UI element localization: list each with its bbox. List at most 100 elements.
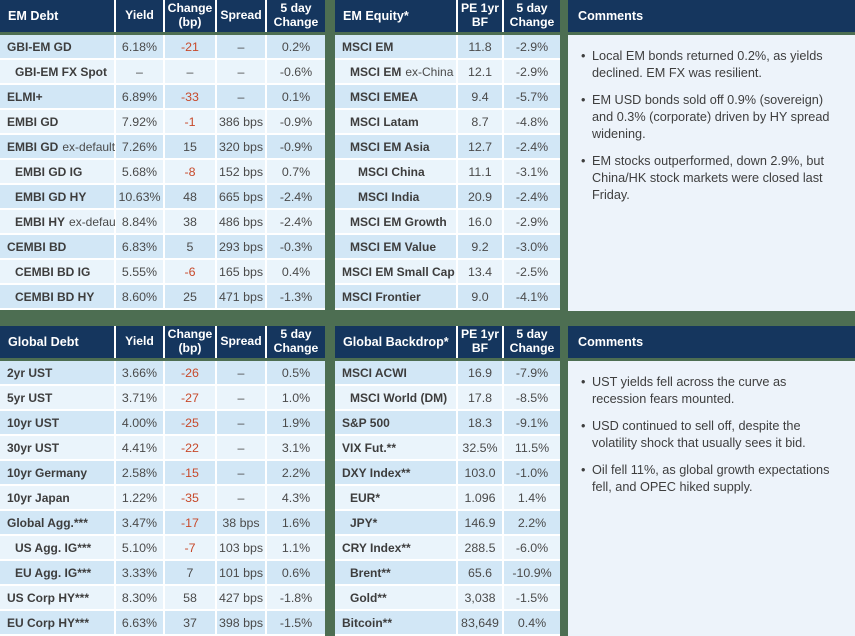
table-row: Global Agg.*** 3.47% -17 38 bps 1.6% [0, 511, 325, 536]
column-header: Spread [217, 0, 267, 32]
cell-value: 1.1% [267, 536, 325, 561]
row-label: MSCI Latam [335, 110, 458, 135]
cell-value: 1.096 [458, 486, 504, 511]
cell-value: – [217, 436, 267, 461]
cell-value: 152 bps [217, 160, 267, 185]
table-row: CRY Index** 288.5 -6.0% [335, 536, 560, 561]
cell-value: 25 [165, 285, 217, 310]
row-label: Bitcoin** [335, 611, 458, 636]
cell-value: 1.4% [504, 486, 560, 511]
cell-value: 6.18% [116, 35, 165, 60]
em-equity-table-header: EM Equity* PE 1yr BF 5 day Change [335, 0, 560, 32]
table-row: CEMBI BD HY 8.60% 25 471 bps -1.3% [0, 285, 325, 310]
row-label: 10yr UST [0, 411, 116, 436]
cell-value: -17 [165, 511, 217, 536]
cell-value: 17.8 [458, 386, 504, 411]
table-row: S&P 500 18.3 -9.1% [335, 411, 560, 436]
column-header: Yield [116, 326, 165, 358]
row-label: CEMBI BD HY [0, 285, 116, 310]
table-title: EM Debt [0, 0, 116, 32]
row-label: GBI-EM FX Spot [0, 60, 116, 85]
cell-value: -2.9% [504, 35, 560, 60]
row-label: MSCI EM [335, 35, 458, 60]
cell-value: 9.4 [458, 85, 504, 110]
cell-value: 20.9 [458, 185, 504, 210]
cell-value: -3.0% [504, 235, 560, 260]
comment-bullet: • UST yields fell across the curve as rec… [579, 374, 843, 408]
row-label: EMBI HY ex-default [0, 210, 122, 235]
cell-value: 4.00% [116, 411, 165, 436]
table-row: EMBI GD HY 10.63% 48 665 bps -2.4% [0, 185, 325, 210]
table-row: MSCI India 20.9 -2.4% [335, 185, 560, 210]
table-row: MSCI Latam 8.7 -4.8% [335, 110, 560, 135]
comment-bullet: • Oil fell 11%, as global growth expectat… [579, 462, 843, 496]
row-label: EMBI GD [0, 110, 116, 135]
cell-value: -1.5% [504, 586, 560, 611]
table-row: MSCI World (DM) 17.8 -8.5% [335, 386, 560, 411]
row-label: Global Agg.*** [0, 511, 116, 536]
cell-value: 1.22% [116, 486, 165, 511]
cell-value: 0.7% [267, 160, 325, 185]
table-row: Bitcoin** 83,649 0.4% [335, 611, 560, 636]
comment-text: Local EM bonds returned 0.2%, as yields … [592, 49, 823, 81]
cell-value: 8.84% [116, 210, 165, 235]
em-equity-table-panel: EM Equity* PE 1yr BF 5 day Change MSCI EM… [335, 0, 560, 311]
cell-value: 5.10% [116, 536, 165, 561]
cell-value: 3.1% [267, 436, 325, 461]
cell-value: – [116, 60, 165, 85]
row-label: MSCI Frontier [335, 285, 458, 310]
table-row: MSCI China 11.1 -3.1% [335, 160, 560, 185]
cell-value: 2.2% [267, 461, 325, 486]
cell-value: 5.68% [116, 160, 165, 185]
cell-value: 8.30% [116, 586, 165, 611]
cell-value: 5.55% [116, 260, 165, 285]
table-row: MSCI EM ex-China 12.1 -2.9% [335, 60, 560, 85]
table-row: EU Corp HY*** 6.63% 37 398 bps -1.5% [0, 611, 325, 636]
cell-value: -2.4% [504, 185, 560, 210]
cell-value: 12.7 [458, 135, 504, 160]
cell-value: 0.6% [267, 561, 325, 586]
column-header: PE 1yr BF [458, 326, 504, 358]
cell-value: -5.7% [504, 85, 560, 110]
comment-text: EM stocks outperformed, down 2.9%, but C… [592, 154, 825, 203]
cell-value: 0.5% [267, 361, 325, 386]
bullet-icon: • [581, 463, 586, 478]
comment-text: Oil fell 11%, as global growth expectati… [592, 463, 830, 495]
table-row: 30yr UST 4.41% -22–3.1% [0, 436, 325, 461]
cell-value: 12.1 [458, 60, 504, 85]
cell-value: -1.3% [267, 285, 325, 310]
comments-header: Comments [568, 0, 855, 32]
row-label: MSCI EM Asia [335, 135, 458, 160]
bullet-icon: • [581, 419, 586, 434]
cell-value: 15 [165, 135, 217, 160]
row-label: EUR* [335, 486, 458, 511]
bullet-icon: • [581, 93, 586, 108]
row-label-suffix: ex-China [405, 64, 454, 79]
cell-value: 38 [165, 210, 217, 235]
cell-value: – [217, 85, 267, 110]
cell-value: -2.5% [504, 260, 560, 285]
table-row: MSCI EM Growth 16.0 -2.9% [335, 210, 560, 235]
row-label: EMBI GD IG [0, 160, 116, 185]
table-row: DXY Index** 103.0 -1.0% [335, 461, 560, 486]
cell-value: 37 [165, 611, 217, 636]
row-label: 10yr Germany [0, 461, 116, 486]
cell-value: 9.0 [458, 285, 504, 310]
cell-value: 6.89% [116, 85, 165, 110]
table-row: MSCI ACWI 16.9 -7.9% [335, 361, 560, 386]
cell-value: -1.8% [267, 586, 325, 611]
cell-value: 13.4 [458, 260, 504, 285]
global-debt-table-body: 2yr UST 3.66% -26–0.5% 5yr UST 3.71% -27–1.0%… [0, 361, 325, 636]
cell-value: 0.4% [267, 260, 325, 285]
row-label: GBI-EM GD [0, 35, 116, 60]
cell-value: 16.9 [458, 361, 504, 386]
cell-value: -7 [165, 536, 217, 561]
cell-value: -1.0% [504, 461, 560, 486]
cell-value: -0.9% [267, 110, 325, 135]
cell-value: 10.63% [116, 185, 165, 210]
cell-value: – [217, 361, 267, 386]
row-label: MSCI ACWI [335, 361, 458, 386]
row-label: MSCI EM Small Cap [335, 260, 458, 285]
cell-value: 2.58% [116, 461, 165, 486]
table-row: VIX Fut.** 32.5% 11.5% [335, 436, 560, 461]
